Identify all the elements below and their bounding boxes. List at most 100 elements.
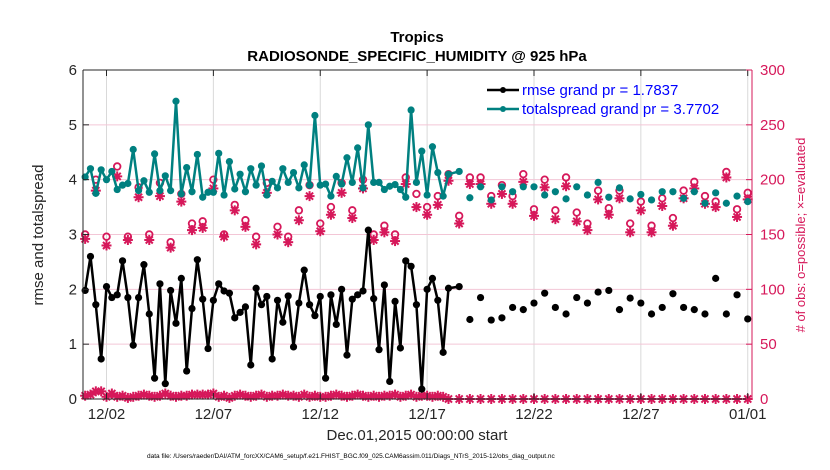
obs-possible-marker bbox=[561, 173, 571, 182]
rmse-line bbox=[83, 228, 450, 391]
legend-label-totalspread: totalspread grand pr = 3.7702 bbox=[522, 101, 719, 118]
rmse-point bbox=[498, 314, 506, 322]
rmse-line-point bbox=[129, 341, 137, 349]
totalspread-line-point bbox=[108, 167, 116, 176]
rmse-line-point bbox=[407, 262, 415, 270]
rmse-line-point bbox=[359, 287, 367, 295]
rmse-point bbox=[690, 306, 698, 314]
totalspread-line-point bbox=[252, 181, 260, 189]
rmse-line-point bbox=[172, 319, 180, 327]
totalspread-line-point bbox=[289, 168, 298, 177]
obs-evaluated-marker bbox=[464, 179, 475, 190]
totalspread-line-point bbox=[140, 177, 148, 185]
totalspread-point bbox=[487, 196, 495, 204]
rmse-line-point bbox=[92, 301, 100, 309]
totalspread-point bbox=[637, 190, 645, 199]
obs-possible-marker bbox=[679, 186, 688, 195]
rmse-line-point bbox=[263, 292, 271, 301]
totalspread-line-point bbox=[188, 188, 196, 196]
rmse-line-point bbox=[193, 256, 201, 264]
rmse-line-point bbox=[102, 282, 111, 291]
rmse-point bbox=[541, 289, 549, 297]
totalspread-line-point bbox=[407, 106, 415, 114]
obs-evaluated-marker bbox=[539, 182, 550, 193]
totalspread-line-point bbox=[327, 192, 335, 200]
totalspread-line-point bbox=[396, 185, 405, 194]
totalspread-line-point bbox=[338, 180, 346, 188]
rmse-line-point bbox=[354, 291, 362, 299]
rmse-line-point bbox=[151, 374, 159, 382]
rmse-line-point bbox=[412, 301, 421, 309]
totalspread-line-point bbox=[348, 178, 356, 187]
totalspread-line-point bbox=[332, 172, 340, 180]
y-right-tick-label: 150 bbox=[760, 227, 785, 244]
totalspread-line-point bbox=[129, 145, 137, 154]
totalspread-point bbox=[701, 199, 709, 207]
rmse-line-point bbox=[332, 320, 340, 329]
totalspread-line-point bbox=[92, 189, 100, 197]
totalspread-point bbox=[690, 188, 698, 196]
totalspread-point bbox=[594, 178, 602, 187]
rmse-line-point bbox=[177, 274, 185, 282]
totalspread-line-point bbox=[97, 166, 105, 174]
rmse-point bbox=[744, 315, 752, 323]
rmse-line-point bbox=[209, 296, 217, 304]
obs-possible-marker bbox=[668, 213, 678, 223]
rmse-line-point bbox=[86, 252, 95, 261]
x-tick-label: 12/17 bbox=[408, 406, 446, 423]
obs-evaluated-marker bbox=[304, 191, 315, 202]
rmse-line-point bbox=[156, 280, 164, 288]
y-tick-label: 5 bbox=[69, 117, 77, 134]
totalspread-point bbox=[626, 195, 634, 203]
obs-evaluated-marker bbox=[315, 226, 326, 237]
totalspread-line-point bbox=[375, 178, 383, 187]
x-tick-label: 01/01 bbox=[729, 406, 767, 423]
obs-evaluated-marker bbox=[197, 222, 208, 233]
obs-possible-marker bbox=[326, 202, 336, 212]
rmse-point bbox=[669, 290, 677, 298]
rmse-line-point bbox=[402, 257, 410, 265]
series-layer bbox=[81, 97, 752, 393]
rmse-point bbox=[519, 306, 527, 314]
rmse-line-point bbox=[279, 318, 287, 326]
obs-evaluated-marker bbox=[411, 202, 422, 213]
totalspread-line-point bbox=[215, 149, 223, 157]
totalspread-point bbox=[519, 183, 527, 191]
rmse-line-point bbox=[118, 257, 127, 265]
totalspread-line-point bbox=[231, 185, 239, 193]
rmse-line-point bbox=[418, 385, 426, 393]
x-axis-label: Dec.01,2015 00:00:00 start bbox=[327, 427, 509, 444]
obs-evaluated-marker bbox=[325, 209, 336, 220]
y-right-tick-label: 100 bbox=[760, 281, 785, 298]
totalspread-line-point bbox=[418, 147, 426, 155]
rmse-line-point bbox=[338, 285, 346, 293]
totalspread-line-point bbox=[311, 111, 319, 120]
totalspread-line-point bbox=[295, 184, 303, 192]
totalspread-point bbox=[476, 183, 485, 191]
totalspread-point bbox=[573, 183, 581, 191]
totalspread-line-point bbox=[177, 190, 185, 198]
obs-evaluated-marker bbox=[240, 221, 251, 232]
y-tick-label: 4 bbox=[69, 172, 77, 189]
obs-evaluated-marker bbox=[667, 220, 678, 231]
rmse-point bbox=[733, 291, 741, 299]
obs-evaluated-marker bbox=[496, 188, 507, 199]
obs-evaluated-marker bbox=[272, 229, 283, 240]
totalspread-line-point bbox=[247, 165, 255, 173]
totalspread-line-point bbox=[321, 180, 330, 188]
obs-possible-marker bbox=[209, 175, 218, 184]
rmse-line-point bbox=[199, 295, 207, 303]
x-tick-label: 12/02 bbox=[88, 406, 126, 423]
totalspread-line-point bbox=[284, 178, 292, 187]
rmse-line-point bbox=[391, 297, 399, 305]
obs-evaluated-marker bbox=[550, 214, 561, 225]
rmse-line-point bbox=[311, 312, 319, 320]
totalspread-line-point bbox=[209, 188, 217, 196]
rmse-line-point bbox=[284, 292, 292, 300]
totalspread-point bbox=[530, 183, 538, 191]
rmse-line-point bbox=[386, 377, 394, 386]
obs-evaluated-marker bbox=[368, 234, 379, 245]
totalspread-line-point bbox=[193, 150, 201, 159]
totalspread-line-point bbox=[343, 154, 351, 162]
rmse-line-point bbox=[370, 295, 378, 303]
